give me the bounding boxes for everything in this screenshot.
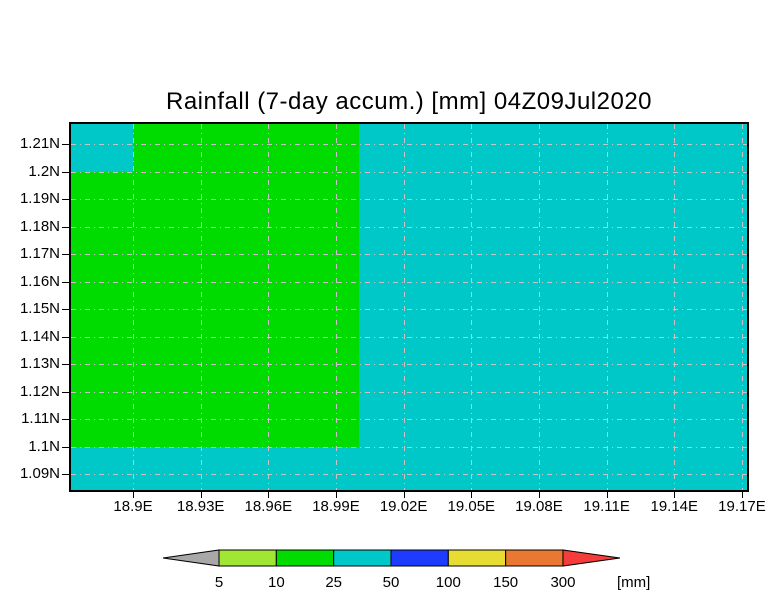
- x-axis-tick: [674, 492, 676, 498]
- colorbar-level-label: 300: [550, 574, 575, 591]
- y-tick-label: 1.2N: [28, 162, 60, 180]
- chart-title: Rainfall (7-day accum.) [mm] 04Z09Jul202…: [165, 88, 653, 115]
- colorbar-segment: [447, 549, 507, 567]
- x-axis-tick: [268, 492, 270, 498]
- x-tick-label: 19.11E: [583, 498, 630, 515]
- y-tick-label: 1.13N: [19, 355, 60, 372]
- colorbar: 5 10 25 50 100 150 300 [mm]: [162, 549, 650, 591]
- colorbar-level-label: 25: [325, 574, 342, 591]
- x-axis-tick: [471, 492, 473, 498]
- y-grid-line: [71, 419, 747, 420]
- y-tick-label: 1.17N: [19, 245, 60, 262]
- x-grid-line: [335, 124, 337, 490]
- y-grid-line: [71, 199, 747, 200]
- y-grid-line: [71, 474, 747, 475]
- colorbar-level-label: 50: [383, 574, 400, 591]
- x-grid-line: [538, 124, 540, 490]
- colorbar-segment: [333, 549, 392, 567]
- plot-area: 18.9E 18.93E 18.96E 18.99E 19.02E 19.05E 19.08…: [20, 122, 766, 515]
- y-tick-label: 1.09N: [19, 465, 60, 482]
- y-axis-tick: [62, 281, 69, 283]
- x-tick-label: 18.99E: [312, 498, 360, 515]
- y-grid-line: [71, 171, 747, 173]
- colorbar-segment: [218, 549, 277, 567]
- y-axis-tick: [62, 446, 69, 448]
- rain-region: [132, 124, 359, 172]
- colorbar-segment: [275, 549, 335, 567]
- y-tick-label: 1.16N: [19, 272, 60, 290]
- x-tick-label: 19.14E: [650, 498, 699, 515]
- x-grid-line: [133, 124, 134, 490]
- y-axis-tick: [62, 199, 69, 200]
- x-tick-label: 18.9E: [113, 498, 153, 515]
- y-tick-label: 1.18N: [19, 217, 60, 235]
- colorbar-high-arrow: [562, 549, 621, 567]
- y-grid-line: [71, 144, 747, 145]
- y-axis-tick: [62, 171, 69, 173]
- x-axis-tick: [403, 492, 405, 498]
- colorbar-segment: [505, 549, 564, 567]
- x-tick-label: 18.96E: [244, 498, 293, 515]
- y-axis-tick: [62, 254, 69, 255]
- x-axis-tick: [200, 492, 202, 498]
- y-tick-label: 1.14N: [19, 327, 60, 345]
- x-axis-tick: [538, 492, 540, 498]
- x-axis-tick: [606, 492, 608, 498]
- x-tick-label: 19.05E: [447, 498, 496, 515]
- y-grid-line: [71, 254, 747, 255]
- x-tick-label: 19.02E: [379, 498, 428, 515]
- colorbar-wrap: 5 10 25 50 100 150 300 [mm]: [150, 545, 670, 595]
- x-grid-line: [606, 124, 608, 490]
- y-axis-tick: [62, 391, 69, 393]
- y-axis-tick: [62, 364, 69, 365]
- y-axis-tick: [62, 474, 69, 475]
- y-grid-line: [71, 336, 747, 338]
- colorbar-level-label: 150: [493, 574, 518, 591]
- x-tick-label: 18.93E: [176, 498, 225, 515]
- x-tick-label: 19.17E: [718, 498, 766, 515]
- y-axis-tick: [62, 144, 69, 145]
- x-axis-tick: [133, 492, 134, 498]
- y-grid-line: [71, 391, 747, 393]
- y-axis-tick: [62, 226, 69, 228]
- colorbar-level-label: 100: [436, 574, 461, 591]
- y-axis-tick: [62, 419, 69, 420]
- y-grid-line: [71, 364, 747, 365]
- colorbar-low-arrow: [162, 549, 220, 567]
- colorbar-level-label: 5: [215, 574, 223, 591]
- x-grid-line: [674, 124, 676, 490]
- x-grid-line: [268, 124, 270, 490]
- y-grid-line: [71, 281, 747, 283]
- colorbar-level-label: 10: [268, 574, 285, 591]
- y-grid-line: [71, 446, 747, 448]
- y-tick-label: 1.12N: [19, 382, 60, 400]
- x-grid-line: [471, 124, 473, 490]
- y-tick-label: 1.1N: [28, 437, 60, 455]
- y-axis-tick: [62, 309, 69, 310]
- y-axis-tick: [62, 336, 69, 338]
- y-grid-line: [71, 309, 747, 310]
- colorbar-segment: [390, 549, 449, 567]
- x-grid-line: [403, 124, 405, 490]
- y-tick-label: 1.15N: [19, 300, 60, 317]
- y-tick-label: 1.21N: [19, 135, 60, 152]
- x-axis-tick: [741, 492, 743, 498]
- x-axis-tick: [335, 492, 337, 498]
- colorbar-units-label: [mm]: [617, 574, 650, 591]
- x-grid-line: [200, 124, 202, 490]
- y-tick-label: 1.11N: [21, 410, 60, 427]
- x-tick-label: 19.08E: [515, 498, 563, 515]
- y-tick-label: 1.19N: [19, 190, 60, 207]
- x-grid-line: [741, 124, 743, 490]
- y-grid-line: [71, 226, 747, 228]
